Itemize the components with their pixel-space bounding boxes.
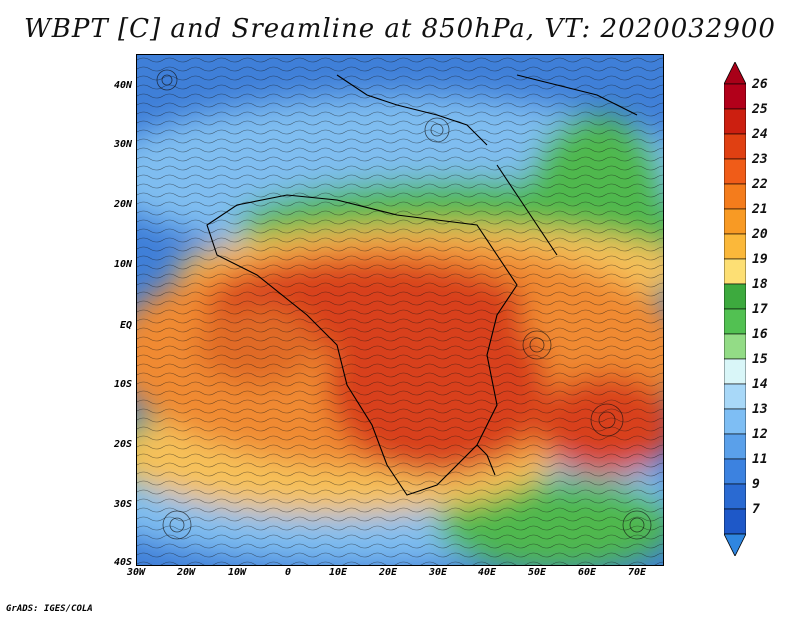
- colorbar-top-arrow: [724, 62, 746, 85]
- lon-label-60e: 60E: [577, 567, 597, 578]
- colorbar-level-label: 9: [752, 477, 760, 492]
- lat-label-20s: 20S: [113, 439, 132, 450]
- colorbar-level-label: 26: [752, 77, 768, 92]
- colorbar-level-label: 22: [752, 177, 768, 192]
- lon-label-20e: 20E: [378, 567, 398, 578]
- colorbar-level-label: 25: [752, 102, 768, 117]
- colorbar-swatch: [724, 208, 746, 235]
- colorbar-swatch: [724, 283, 746, 310]
- lat-label-10n: 10N: [113, 259, 132, 270]
- colorbar-level-label: 17: [752, 302, 768, 317]
- lon-label-10e: 10E: [328, 567, 348, 578]
- credit-label: GrADS: IGES/COLA: [6, 604, 93, 614]
- colorbar-swatch: [724, 258, 746, 285]
- lon-label-50e: 50E: [527, 567, 547, 578]
- vortex-markers: [156, 69, 652, 540]
- lat-label-40s: 40S: [113, 557, 132, 568]
- colorbar-level-label: 15: [752, 352, 768, 367]
- colorbar-level-label: 18: [752, 277, 768, 292]
- lat-label-30n: 30N: [113, 139, 132, 150]
- colorbar-level-label: 19: [752, 252, 768, 267]
- lon-label-70e: 70E: [627, 567, 647, 578]
- wbpt-field: [137, 55, 663, 565]
- colorbar-swatch: [724, 383, 746, 410]
- colorbar-swatch: [724, 358, 746, 385]
- lat-label-30s: 30S: [113, 499, 132, 510]
- lon-label-30w: 30W: [126, 567, 146, 578]
- chart-title: WBPT [C] and Sreamline at 850hPa, VT: 20…: [24, 14, 776, 44]
- colorbar-level-label: 12: [752, 427, 768, 442]
- lat-label-40n: 40N: [113, 80, 132, 91]
- colorbar-level-label: 13: [752, 402, 768, 417]
- colorbar-swatch: [724, 158, 746, 185]
- lon-label-10w: 10W: [227, 567, 247, 578]
- lon-label-40e: 40E: [477, 567, 497, 578]
- colorbar-level-label: 20: [752, 227, 768, 242]
- map-panel: [136, 54, 664, 566]
- colorbar-swatch: [724, 408, 746, 435]
- colorbar: [724, 62, 746, 556]
- lon-label-0: 0: [284, 567, 292, 578]
- lon-label-30e: 30E: [428, 567, 448, 578]
- colorbar-bottom-arrow: [724, 533, 746, 556]
- colorbar-level-label: 21: [752, 202, 768, 217]
- streamlines: [137, 55, 663, 565]
- coastlines: [206, 74, 638, 496]
- colorbar-level-label: 24: [752, 127, 768, 142]
- colorbar-swatch: [724, 458, 746, 485]
- colorbar-swatch: [724, 83, 746, 110]
- colorbar-swatch: [724, 233, 746, 260]
- colorbar-level-label: 11: [752, 452, 768, 467]
- colorbar-swatch: [724, 483, 746, 510]
- colorbar-swatch: [724, 108, 746, 135]
- lon-label-20w: 20W: [176, 567, 196, 578]
- colorbar-swatch: [724, 133, 746, 160]
- colorbar-swatch: [724, 183, 746, 210]
- lat-label-10s: 10S: [113, 379, 132, 390]
- colorbar-level-label: 16: [752, 327, 768, 342]
- colorbar-swatch: [724, 333, 746, 360]
- lat-label-eq: EQ: [119, 320, 132, 331]
- colorbar-level-label: 7: [752, 502, 760, 517]
- lat-label-20n: 20N: [113, 199, 132, 210]
- colorbar-level-label: 23: [752, 152, 768, 167]
- colorbar-swatch: [724, 308, 746, 335]
- colorbar-swatch: [724, 433, 746, 460]
- colorbar-level-label: 14: [752, 377, 768, 392]
- colorbar-swatch: [724, 508, 746, 535]
